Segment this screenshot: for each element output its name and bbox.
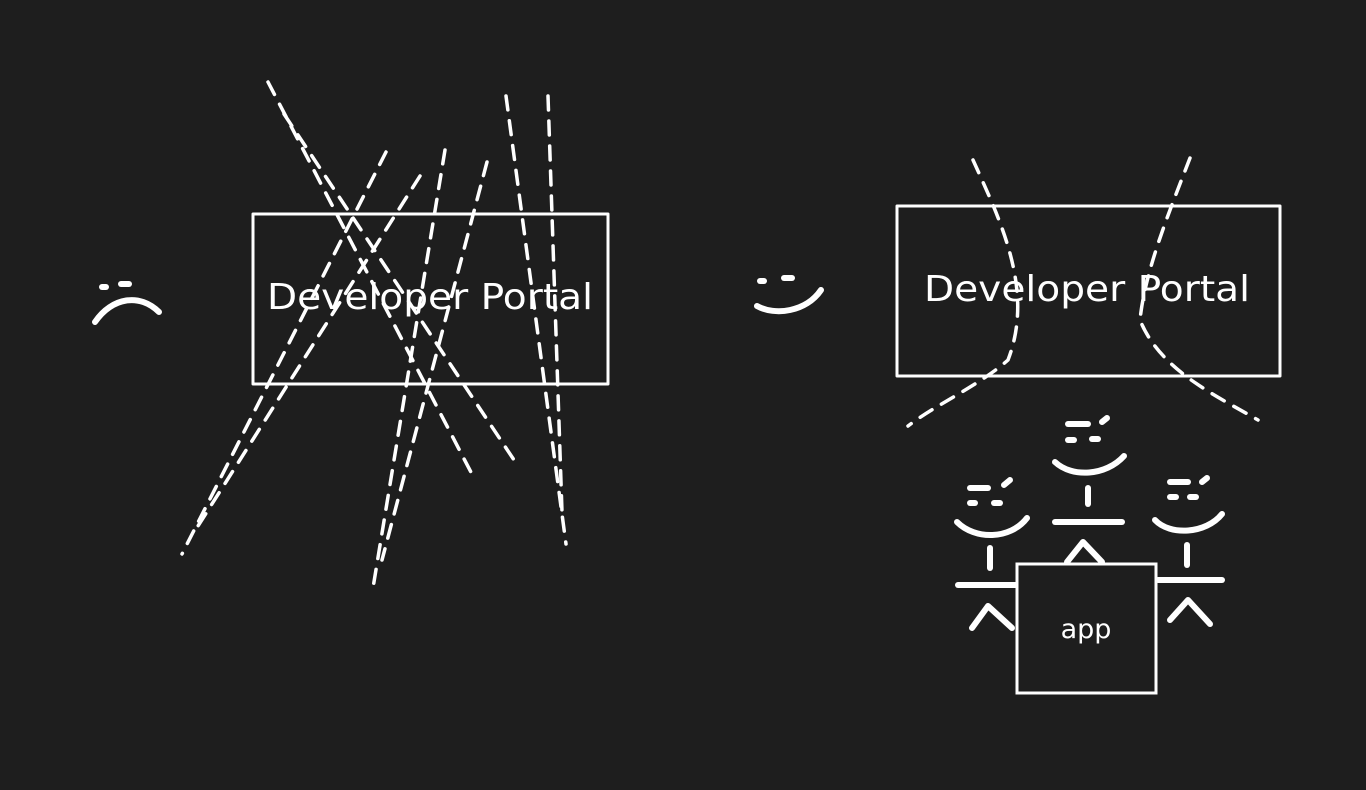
developer-portal-label-left: Developer Portal	[267, 277, 593, 318]
dashed-line	[196, 174, 422, 528]
smile-face-icon	[754, 275, 824, 315]
dashed-line	[906, 158, 1020, 428]
developer-portal-box-right	[895, 204, 1282, 378]
app-box	[1015, 562, 1158, 695]
smile-person-icon	[1052, 415, 1127, 565]
frown-face-icon	[92, 281, 162, 325]
smile-person-icon	[954, 477, 1030, 631]
dashed-line	[180, 150, 388, 556]
dashed-line	[504, 94, 568, 546]
right-panel: Developer Portal	[754, 156, 1282, 695]
app-label: app	[1061, 614, 1112, 645]
left-panel: Developer Portal	[92, 80, 610, 596]
dashed-line	[266, 80, 476, 480]
dashed-line	[282, 112, 516, 462]
smile-person-icon	[1152, 475, 1225, 627]
dashed-line	[546, 94, 564, 514]
developer-portal-box-left	[251, 212, 610, 386]
dashed-line	[380, 160, 489, 562]
chaotic-dashed-lines	[180, 80, 568, 596]
dashed-line	[370, 148, 447, 596]
developer-portal-label-right: Developer Portal	[924, 269, 1250, 310]
people-group	[954, 415, 1225, 631]
